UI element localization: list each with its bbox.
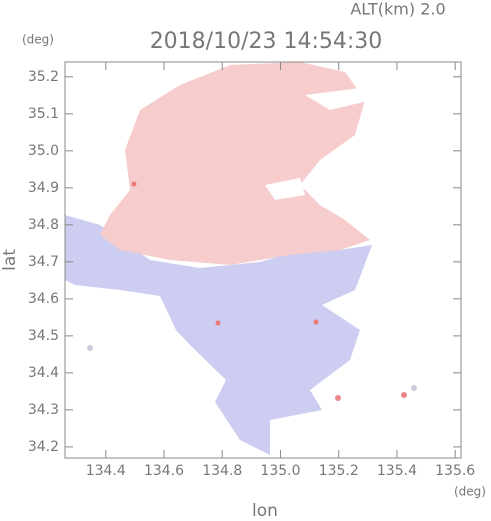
chart-title: 2018/10/23 14:54:30 xyxy=(150,29,383,54)
echo xyxy=(313,319,319,325)
y-tick-label: 34.8 xyxy=(28,217,59,233)
y-tick-label: 35.1 xyxy=(28,106,59,122)
echo xyxy=(131,181,137,187)
x-unit: (deg) xyxy=(454,485,486,499)
x-tick-label: 134.8 xyxy=(202,463,242,479)
y-tick-label: 34.6 xyxy=(28,291,59,307)
y-tick-label: 34.7 xyxy=(28,254,59,270)
y-tick-label: 34.4 xyxy=(28,365,59,381)
subtitle: ALT(km) 2.0 xyxy=(350,0,445,19)
x-tick-label: 135.6 xyxy=(435,463,475,479)
y-axis-label: lat xyxy=(0,249,20,271)
x-axis-label: lon xyxy=(252,501,278,521)
echo xyxy=(411,385,417,391)
gap xyxy=(265,88,372,200)
x-tick-label: 135.0 xyxy=(260,463,300,479)
x-tick-label: 134.4 xyxy=(86,463,126,479)
y-tick-label: 34.5 xyxy=(28,328,59,344)
y-tick-label: 35.2 xyxy=(28,69,59,85)
x-tick-label: 135.4 xyxy=(377,463,417,479)
y-tick-label: 35.0 xyxy=(28,143,59,159)
y-tick-label: 34.3 xyxy=(28,402,59,418)
positive-region xyxy=(100,62,370,265)
x-tick-label: 134.6 xyxy=(144,463,184,479)
echo xyxy=(215,320,221,326)
x-tick-label: 135.2 xyxy=(319,463,359,479)
plot-frame xyxy=(64,61,462,459)
echo xyxy=(401,392,407,398)
negative-region xyxy=(65,215,372,455)
y-tick-label: 34.2 xyxy=(28,439,59,455)
y-tick-label: 34.9 xyxy=(28,180,59,196)
velocity-field xyxy=(65,62,417,455)
echo xyxy=(335,395,341,401)
y-unit: (deg) xyxy=(22,33,54,47)
echo xyxy=(87,345,93,351)
